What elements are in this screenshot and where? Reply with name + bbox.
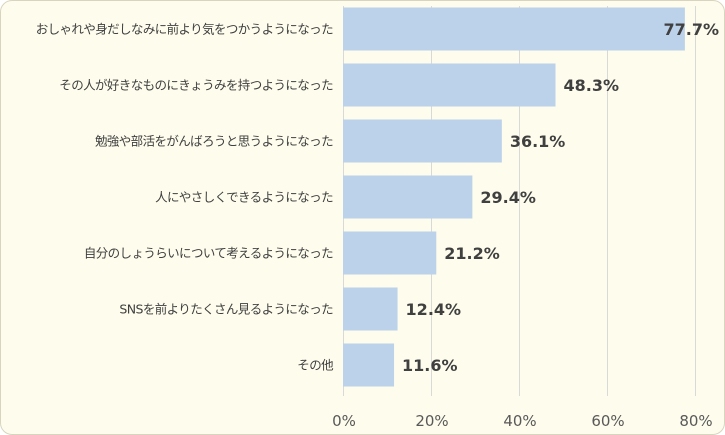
x-tick-label-20: 20% bbox=[415, 412, 448, 430]
bar-4 bbox=[343, 231, 437, 275]
labels: おしゃれや身だしなみに前より気をつかうようになった 77.7% その人が好きなものに… bbox=[36, 20, 719, 375]
x-tick-label-60: 60% bbox=[591, 412, 624, 430]
bar-2 bbox=[343, 119, 502, 163]
bar-0 bbox=[343, 7, 685, 51]
bar-5 bbox=[343, 287, 398, 331]
x-tick-label-40: 40% bbox=[503, 412, 536, 430]
category-label-0: おしゃれや身だしなみに前より気をつかうようになった bbox=[36, 22, 333, 37]
bar-1 bbox=[343, 63, 556, 107]
value-label-1: 48.3% bbox=[564, 76, 620, 95]
category-label-3: 人にやさしくできるようになった bbox=[155, 190, 333, 205]
category-label-6: その他 bbox=[297, 358, 334, 373]
x-axis-ticks: 0% 20% 40% 60% 80% bbox=[332, 412, 713, 430]
category-label-5: SNSを前よりたくさん見るようになった bbox=[119, 302, 333, 317]
value-label-0: 77.7% bbox=[663, 20, 719, 39]
bars bbox=[343, 7, 685, 387]
value-label-6: 11.6% bbox=[402, 356, 458, 375]
value-label-2: 36.1% bbox=[510, 132, 566, 151]
value-label-4: 21.2% bbox=[444, 244, 500, 263]
category-label-1: その人が好きなものにきょうみを持つようになった bbox=[59, 78, 333, 93]
x-tick-label-0: 0% bbox=[332, 412, 356, 430]
x-tick-label-80: 80% bbox=[679, 412, 712, 430]
category-label-4: 自分のしょうらいについて考えるようになった bbox=[84, 246, 333, 261]
value-label-5: 12.4% bbox=[406, 300, 462, 319]
bar-3 bbox=[343, 175, 473, 219]
bar-6 bbox=[343, 343, 395, 387]
category-label-2: 勉強や部活をがんばろうと思うようになった bbox=[95, 134, 333, 149]
value-label-3: 29.4% bbox=[480, 188, 536, 207]
